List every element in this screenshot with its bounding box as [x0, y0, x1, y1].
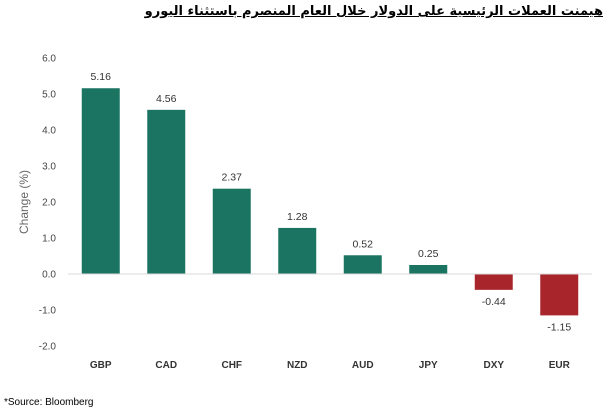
data-label-jpy: 0.25 [418, 248, 439, 260]
category-label-gbp: GBP [90, 360, 112, 371]
y-axis-ticks: 6.0 5.0 4.0 3.0 2.0 1.0 0.0 -1.0 -2.0 [39, 54, 57, 353]
y-tick-label: 0.0 [42, 270, 56, 281]
data-label-nzd: 1.28 [287, 211, 308, 223]
category-label-dxy: DXY [483, 360, 504, 371]
data-label-dxy: -0.44 [482, 296, 506, 308]
category-label-jpy: JPY [419, 360, 438, 371]
y-tick-label: 6.0 [42, 54, 56, 65]
y-tick-label: 2.0 [42, 198, 56, 209]
source-note: *Source: Bloomberg [4, 397, 94, 408]
y-tick-label: 1.0 [42, 234, 56, 245]
y-axis-label: Change (%) [17, 170, 31, 234]
chart-title: هيمنت العملات الرئيسية على الدولار خلال … [144, 4, 603, 19]
category-label-chf: CHF [221, 360, 242, 371]
bar-aud [343, 255, 382, 274]
category-label-aud: AUD [352, 360, 374, 371]
category-labels: GBP CAD CHF NZD AUD JPY DXY EUR [90, 360, 571, 371]
y-tick-label: 3.0 [42, 162, 56, 173]
y-tick-label: -1.0 [39, 306, 57, 317]
data-label-chf: 2.37 [222, 172, 243, 184]
category-label-eur: EUR [549, 360, 571, 371]
bar-dxy [474, 274, 513, 290]
data-label-eur: -1.15 [547, 321, 571, 333]
data-label-gbp: 5.16 [91, 71, 112, 83]
bar-chf [212, 188, 251, 274]
bar-nzd [278, 227, 317, 274]
y-tick-label: 5.0 [42, 90, 56, 101]
y-tick-label: -2.0 [39, 342, 57, 353]
bars [81, 88, 579, 316]
data-labels: 5.16 4.56 2.37 1.28 0.52 0.25 -0.44 -1.15 [91, 71, 572, 333]
data-label-aud: 0.52 [353, 238, 374, 250]
data-label-cad: 4.56 [156, 93, 177, 105]
bar-eur [540, 274, 579, 316]
category-label-nzd: NZD [287, 360, 308, 371]
category-label-cad: CAD [155, 360, 177, 371]
bar-gbp [81, 88, 120, 275]
bar-jpy [409, 265, 448, 274]
bar-cad [147, 109, 186, 274]
y-tick-label: 4.0 [42, 126, 56, 137]
